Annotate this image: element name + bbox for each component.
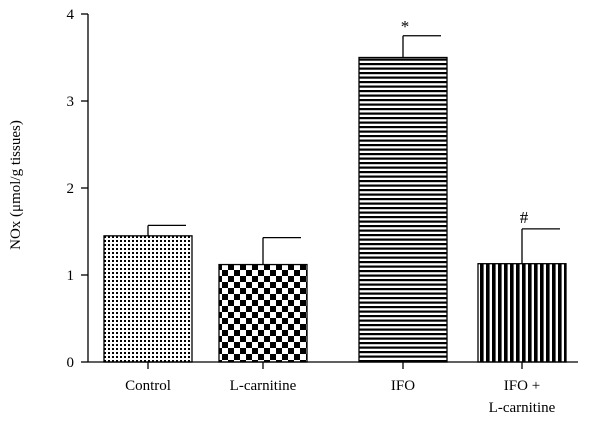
y-tick-label: 0 xyxy=(67,355,75,371)
x-tick-label: IFO xyxy=(391,378,415,394)
x-axis: Control L-carnitine IFO IFO + L-carnitine xyxy=(88,361,578,416)
x-tick-label: IFO + xyxy=(504,378,540,394)
y-tick-label: 2 xyxy=(67,181,75,197)
y-axis-label: NOx (μmol/g tissues) xyxy=(8,120,24,250)
bar xyxy=(218,263,308,363)
bar xyxy=(477,263,567,363)
bar xyxy=(358,56,448,363)
y-axis: 0 1 2 3 4 xyxy=(67,7,89,371)
x-tick-label: L-carnitine xyxy=(489,400,556,416)
x-tick-label: Control xyxy=(125,378,171,394)
x-tick-label: L-carnitine xyxy=(230,378,297,394)
bars: *# xyxy=(103,17,567,363)
y-tick-label: 4 xyxy=(67,7,75,23)
y-tick-label: 3 xyxy=(67,94,75,110)
significance-marker: # xyxy=(520,208,529,227)
y-tick-label: 1 xyxy=(67,268,75,284)
significance-marker: * xyxy=(401,17,410,36)
bar xyxy=(103,235,193,363)
